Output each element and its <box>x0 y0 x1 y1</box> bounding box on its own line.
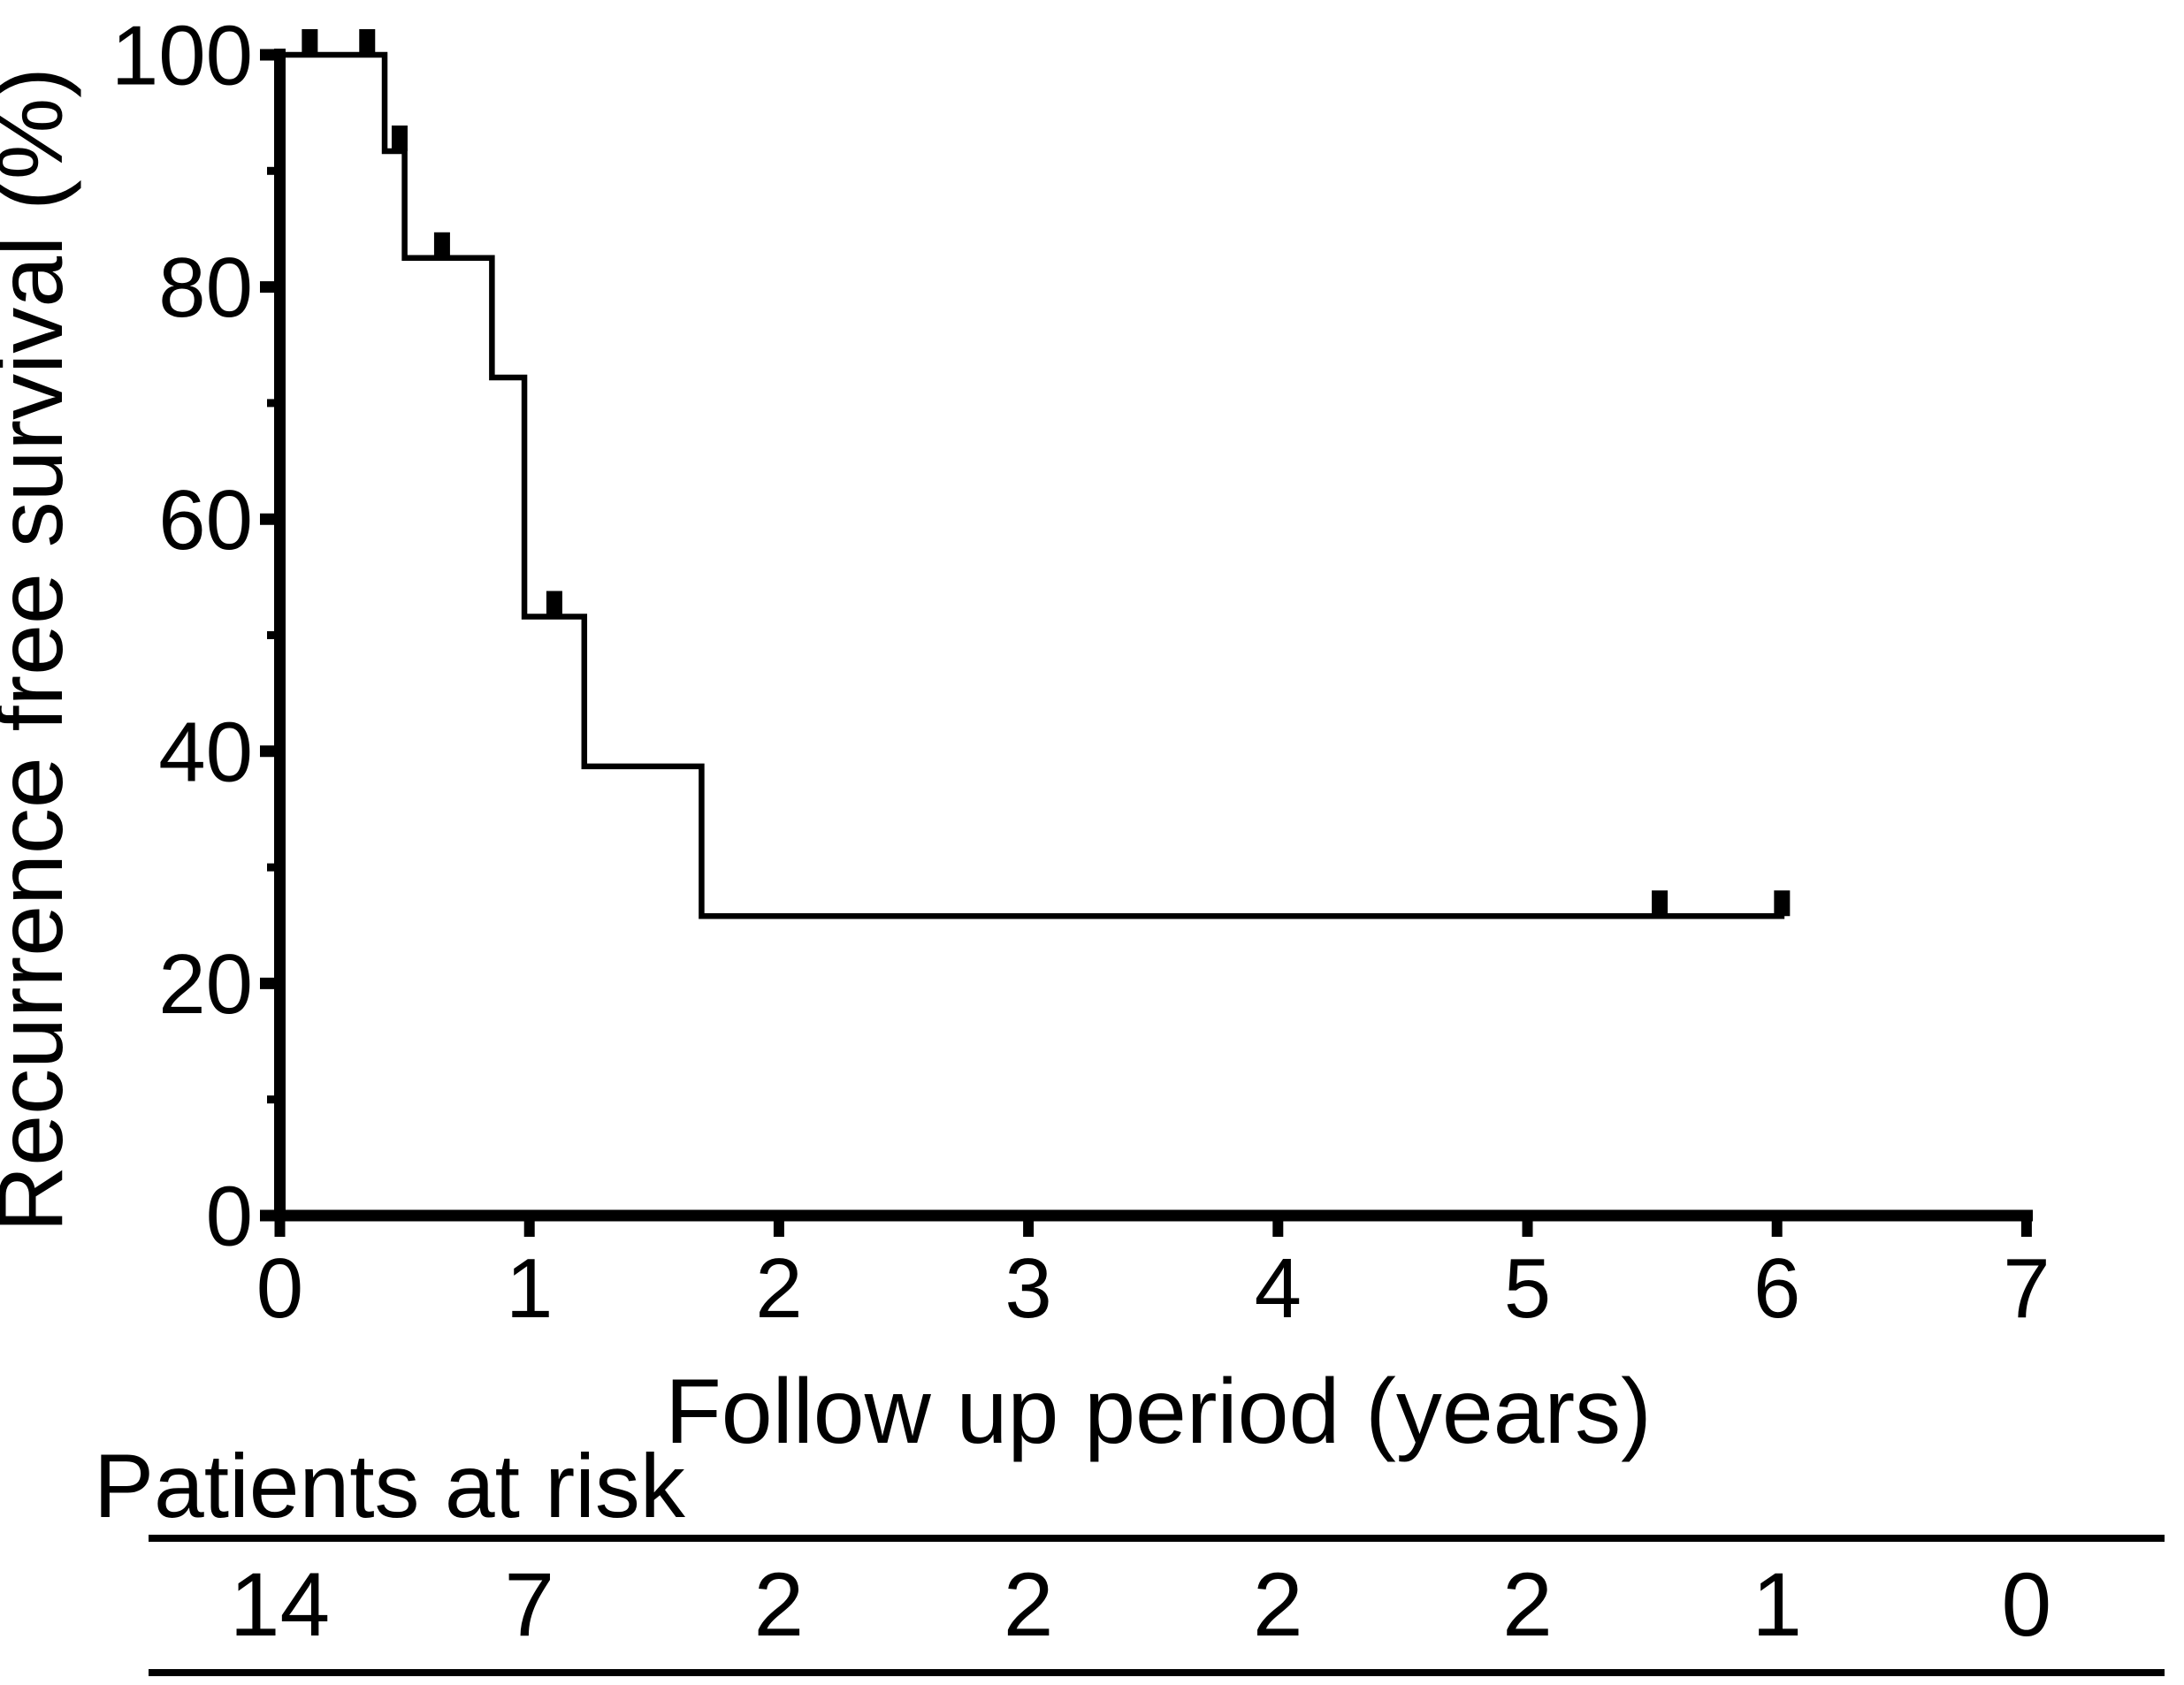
y-tick-label: 100 <box>111 9 253 103</box>
axis-lines <box>274 49 2033 1222</box>
risk-count: 1 <box>1752 1554 1802 1655</box>
risk-count: 2 <box>1004 1554 1054 1655</box>
risk-count: 2 <box>1253 1554 1303 1655</box>
x-axis-title: Follow up period (years) <box>665 1361 1652 1463</box>
km-step-line <box>279 51 1785 919</box>
y-axis-title: Recurrence free survival (%) <box>0 67 82 1232</box>
risk-count: 7 <box>504 1554 554 1655</box>
y-tick-label: 0 <box>206 1170 253 1264</box>
risk-table: 14 7 2 2 2 2 1 0 <box>149 1535 2165 1676</box>
censor-tick <box>391 125 408 151</box>
censor-tick <box>433 232 450 258</box>
risk-table-title: Patients at risk <box>94 1436 686 1536</box>
risk-count: 14 <box>230 1554 330 1655</box>
x-tick-label: 0 <box>256 1241 303 1336</box>
censor-tick <box>546 591 562 617</box>
censor-marks <box>302 29 1791 917</box>
y-tick-label: 60 <box>158 473 253 568</box>
y-tick-label: 80 <box>158 240 253 335</box>
y-tick-label: 20 <box>158 937 253 1032</box>
axis-titles: Follow up period (years) Recurrence free… <box>0 67 1652 1536</box>
censor-tick <box>1774 890 1791 917</box>
risk-count: 2 <box>1502 1554 1553 1655</box>
survival-curve <box>279 51 1785 919</box>
x-tick-label: 2 <box>755 1241 802 1336</box>
y-tick-label: 40 <box>158 705 253 799</box>
risk-count: 0 <box>2002 1554 2052 1655</box>
risk-count: 2 <box>754 1554 805 1655</box>
x-tick-label: 6 <box>1753 1241 1800 1336</box>
x-tick-label: 3 <box>1004 1241 1051 1336</box>
axis-ticks: 0 20 40 60 80 100 0 1 2 3 4 5 6 7 <box>111 9 2050 1336</box>
censor-tick <box>302 29 318 55</box>
x-tick-label: 7 <box>2003 1241 2050 1336</box>
censor-tick <box>359 29 376 55</box>
censor-tick <box>1652 890 1669 917</box>
x-tick-label: 4 <box>1255 1241 1302 1336</box>
x-tick-label: 5 <box>1504 1241 1551 1336</box>
x-tick-label: 1 <box>506 1241 553 1336</box>
